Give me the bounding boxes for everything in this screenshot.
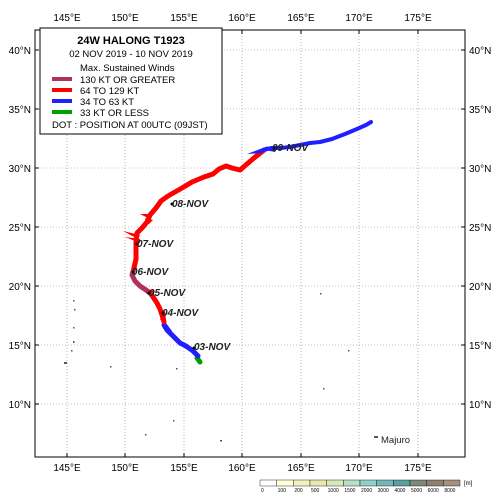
scale-label: 6000 xyxy=(428,488,439,494)
scale-label: 4000 xyxy=(394,488,405,494)
lat-label-left: 20°N xyxy=(9,282,31,293)
lon-label-top: 155°E xyxy=(170,13,198,24)
scale-swatch xyxy=(443,479,461,487)
lat-label-left: 25°N xyxy=(9,223,31,234)
scale-swatch xyxy=(359,479,377,487)
scale-swatch xyxy=(259,479,277,487)
legend-dot-note: DOT : POSITION AT 00UTC (09JST) xyxy=(52,120,208,131)
lon-label-top: 175°E xyxy=(404,13,432,24)
date-label: 06-NOV xyxy=(132,267,169,278)
track-segment-violent xyxy=(129,265,154,297)
lon-label-top: 170°E xyxy=(345,13,373,24)
legend-winds-header: Max. Sustained Winds xyxy=(80,63,175,74)
date-label: 04-NOV xyxy=(162,308,199,319)
lon-label-bottom: 170°E xyxy=(345,463,373,474)
scale-label: 8000 xyxy=(444,488,455,494)
lon-label-top: 150°E xyxy=(111,13,139,24)
scale-swatch xyxy=(309,479,327,487)
lat-label-right: 30°N xyxy=(469,164,491,175)
legend-item-label: 34 TO 63 KT xyxy=(80,97,134,108)
lon-label-bottom: 175°E xyxy=(404,463,432,474)
scale-label: 2000 xyxy=(361,488,372,494)
lat-label-left: 40°N xyxy=(9,46,31,57)
lat-label-left: 10°N xyxy=(9,400,31,411)
place-label-majuro: Majuro xyxy=(381,435,410,446)
scale-swatch xyxy=(326,479,344,487)
scale-swatch xyxy=(276,479,294,487)
scale-swatch xyxy=(376,479,394,487)
legend-item-label: 64 TO 129 KT xyxy=(80,86,140,97)
lat-label-left: 15°N xyxy=(9,341,31,352)
lon-label-bottom: 165°E xyxy=(287,463,315,474)
scale-label: 0 xyxy=(261,488,264,494)
scale-label: 3000 xyxy=(378,488,389,494)
lat-label-right: 10°N xyxy=(469,400,491,411)
date-label: 08-NOV xyxy=(172,199,209,210)
legend-item-label: 130 KT OR GREATER xyxy=(80,75,175,86)
scale-label: 100 xyxy=(278,488,287,494)
scale-label: 5000 xyxy=(411,488,422,494)
legend: 24W HALONG T1923 02 NOV 2019 - 10 NOV 20… xyxy=(39,27,223,135)
date-label: 05-NOV xyxy=(149,288,186,299)
track-segment-td xyxy=(194,355,203,365)
track-dots xyxy=(131,146,276,350)
graticule xyxy=(35,30,465,457)
scale-label: 1000 xyxy=(328,488,339,494)
scale-swatch xyxy=(293,479,311,487)
scale-swatch xyxy=(426,479,444,487)
lon-label-top: 165°E xyxy=(287,13,315,24)
track-segment-ts xyxy=(262,120,373,152)
date-label: 07-NOV xyxy=(137,239,174,250)
lat-label-left: 30°N xyxy=(9,164,31,175)
scale-swatch xyxy=(409,479,427,487)
lat-label-right: 15°N xyxy=(469,341,491,352)
scale-swatch xyxy=(393,479,411,487)
lat-label-right: 40°N xyxy=(469,46,491,57)
scale-label: 200 xyxy=(294,488,303,494)
legend-item-label: 33 KT OR LESS xyxy=(80,108,149,119)
lon-label-bottom: 160°E xyxy=(228,463,256,474)
date-label: 09-NOV xyxy=(272,143,309,154)
islands xyxy=(64,293,378,442)
lon-label-bottom: 155°E xyxy=(170,463,198,474)
scale-unit: [m] xyxy=(464,481,473,487)
lat-label-right: 20°N xyxy=(469,282,491,293)
lat-label-left: 35°N xyxy=(9,105,31,116)
lon-label-bottom: 150°E xyxy=(111,463,139,474)
lat-label-right: 25°N xyxy=(469,223,491,234)
legend-title: 24W HALONG T1923 xyxy=(77,35,185,47)
scale-label: 500 xyxy=(311,488,320,494)
scale-label: 1500 xyxy=(344,488,355,494)
wind-flags xyxy=(123,146,278,331)
frame-ticks xyxy=(35,30,465,457)
lon-label-bottom: 145°E xyxy=(53,463,81,474)
lon-label-top: 145°E xyxy=(53,13,81,24)
legend-period: 02 NOV 2019 - 10 NOV 2019 xyxy=(69,49,193,60)
lat-label-right: 35°N xyxy=(469,105,491,116)
date-label: 03-NOV xyxy=(194,342,231,353)
elevation-scale: 0 100 200 500 1000 1500 2000 3000 4000 5000 6000 80… xyxy=(259,479,473,494)
scale-swatch xyxy=(343,479,361,487)
lon-label-top: 160°E xyxy=(228,13,256,24)
